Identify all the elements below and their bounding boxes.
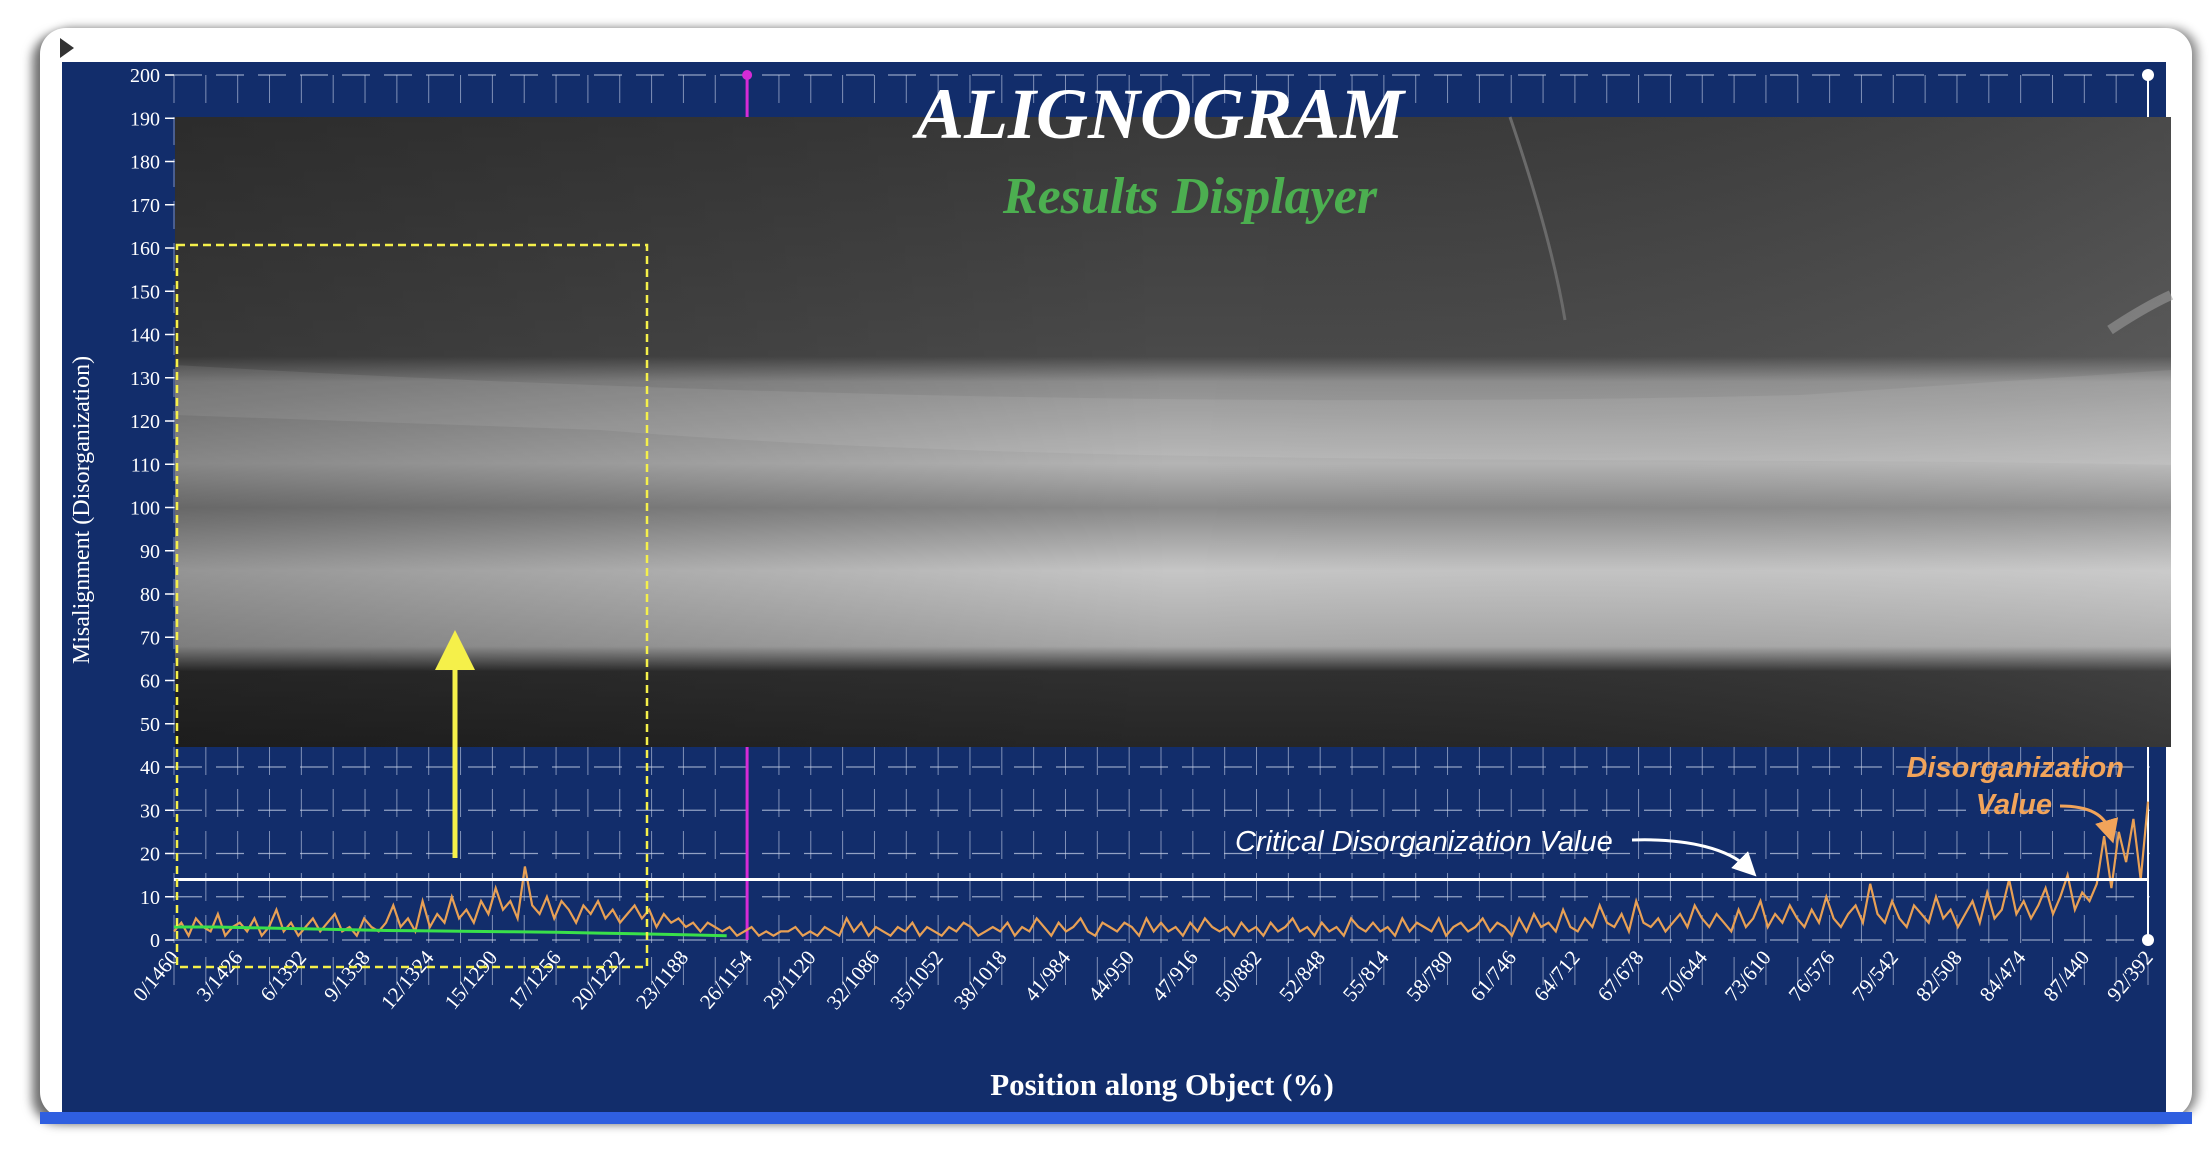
- y-tick-label: 190: [130, 108, 160, 130]
- trend-line: [174, 925, 727, 938]
- disorganization-label-line1: Disorganization: [1906, 752, 2124, 784]
- x-tick-label: 92/392: [2102, 946, 2158, 1006]
- xray-image: [175, 116, 2174, 747]
- y-tick-label: 20: [140, 844, 160, 866]
- chart-title: ALIGNOGRAM: [912, 74, 1407, 154]
- disorganization-label-arrow: [2059, 804, 2119, 844]
- y-tick-label: 60: [140, 671, 160, 693]
- disorganization-series: [173, 801, 2150, 939]
- x-tick-label: 29/1120: [758, 946, 820, 1014]
- y-tick-label: 170: [130, 195, 160, 217]
- x-axis-ticks: 0/1460 3/1426 6/1392 9/1358 12/1324 15/1290 17…: [128, 945, 2158, 1014]
- x-tick-label: 73/610: [1720, 946, 1776, 1006]
- y-tick-label: 180: [130, 152, 160, 174]
- x-tick-label: 50/882: [1210, 946, 1266, 1006]
- x-tick-label: 58/780: [1401, 946, 1457, 1006]
- x-tick-label: 47/916: [1147, 946, 1203, 1006]
- y-axis-label: Misalignment (Disorganization): [69, 356, 95, 664]
- x-tick-label: 52/848: [1274, 946, 1330, 1006]
- x-tick-label: 70/644: [1656, 945, 1712, 1005]
- bottom-accent-bar: [40, 1112, 2192, 1124]
- x-tick-label: 23/1188: [631, 946, 693, 1014]
- right-boundary-handle-bottom[interactable]: [2142, 934, 2154, 946]
- y-tick-label: 160: [130, 238, 160, 260]
- y-tick-label: 0: [150, 930, 160, 952]
- y-axis-ticks: 0 10 20 30 40 50 60 70 80 90 100 110 120 130 140 150 160…: [130, 65, 174, 952]
- chart-subtitle: Results Displayer: [1002, 168, 1378, 225]
- disorganization-label-line2: Value: [1976, 789, 2052, 821]
- corner-triangle-icon: [60, 38, 74, 58]
- x-tick-label: 61/746: [1465, 946, 1521, 1006]
- x-tick-label: 64/712: [1529, 946, 1585, 1006]
- critical-label-arrow: [1631, 838, 1757, 877]
- x-tick-label: 79/542: [1847, 946, 1903, 1006]
- y-tick-label: 100: [130, 498, 160, 520]
- x-tick-label: 87/440: [2038, 946, 2094, 1006]
- x-tick-label: 26/1154: [695, 945, 757, 1013]
- right-boundary-handle-top[interactable]: [2142, 69, 2154, 81]
- x-tick-label: 44/950: [1083, 946, 1139, 1006]
- y-tick-label: 40: [140, 757, 160, 779]
- y-tick-label: 120: [130, 411, 160, 433]
- x-tick-label: 76/576: [1784, 946, 1840, 1006]
- y-tick-label: 50: [140, 714, 160, 736]
- y-tick-label: 80: [140, 584, 160, 606]
- x-tick-label: 55/814: [1338, 945, 1394, 1005]
- x-tick-label: 0/1460: [128, 946, 184, 1006]
- x-tick-label: 3/1426: [192, 946, 248, 1006]
- x-tick-label: 9/1358: [319, 946, 375, 1006]
- y-tick-label: 140: [130, 325, 160, 347]
- y-tick-label: 30: [140, 800, 160, 822]
- x-tick-label: 6/1392: [255, 946, 311, 1006]
- x-tick-label: 82/508: [1911, 946, 1967, 1006]
- y-tick-label: 90: [140, 541, 160, 563]
- x-tick-label: 41/984: [1019, 945, 1075, 1005]
- y-tick-label: 150: [130, 281, 160, 303]
- y-tick-label: 70: [140, 627, 160, 649]
- y-tick-label: 10: [140, 887, 160, 909]
- selection-box[interactable]: [175, 243, 649, 969]
- y-tick-label: 200: [130, 65, 160, 87]
- x-tick-label: 12/1324: [376, 945, 439, 1014]
- critical-line-label: Critical Disorganization Value: [1235, 826, 1613, 858]
- y-tick-label: 130: [130, 368, 160, 390]
- x-tick-label: 84/474: [1975, 945, 2031, 1005]
- position-cursor-handle[interactable]: [742, 70, 753, 80]
- x-tick-label: 67/678: [1593, 946, 1649, 1006]
- y-tick-label: 110: [131, 454, 160, 476]
- x-axis-label: Position along Object (%): [990, 1067, 1334, 1102]
